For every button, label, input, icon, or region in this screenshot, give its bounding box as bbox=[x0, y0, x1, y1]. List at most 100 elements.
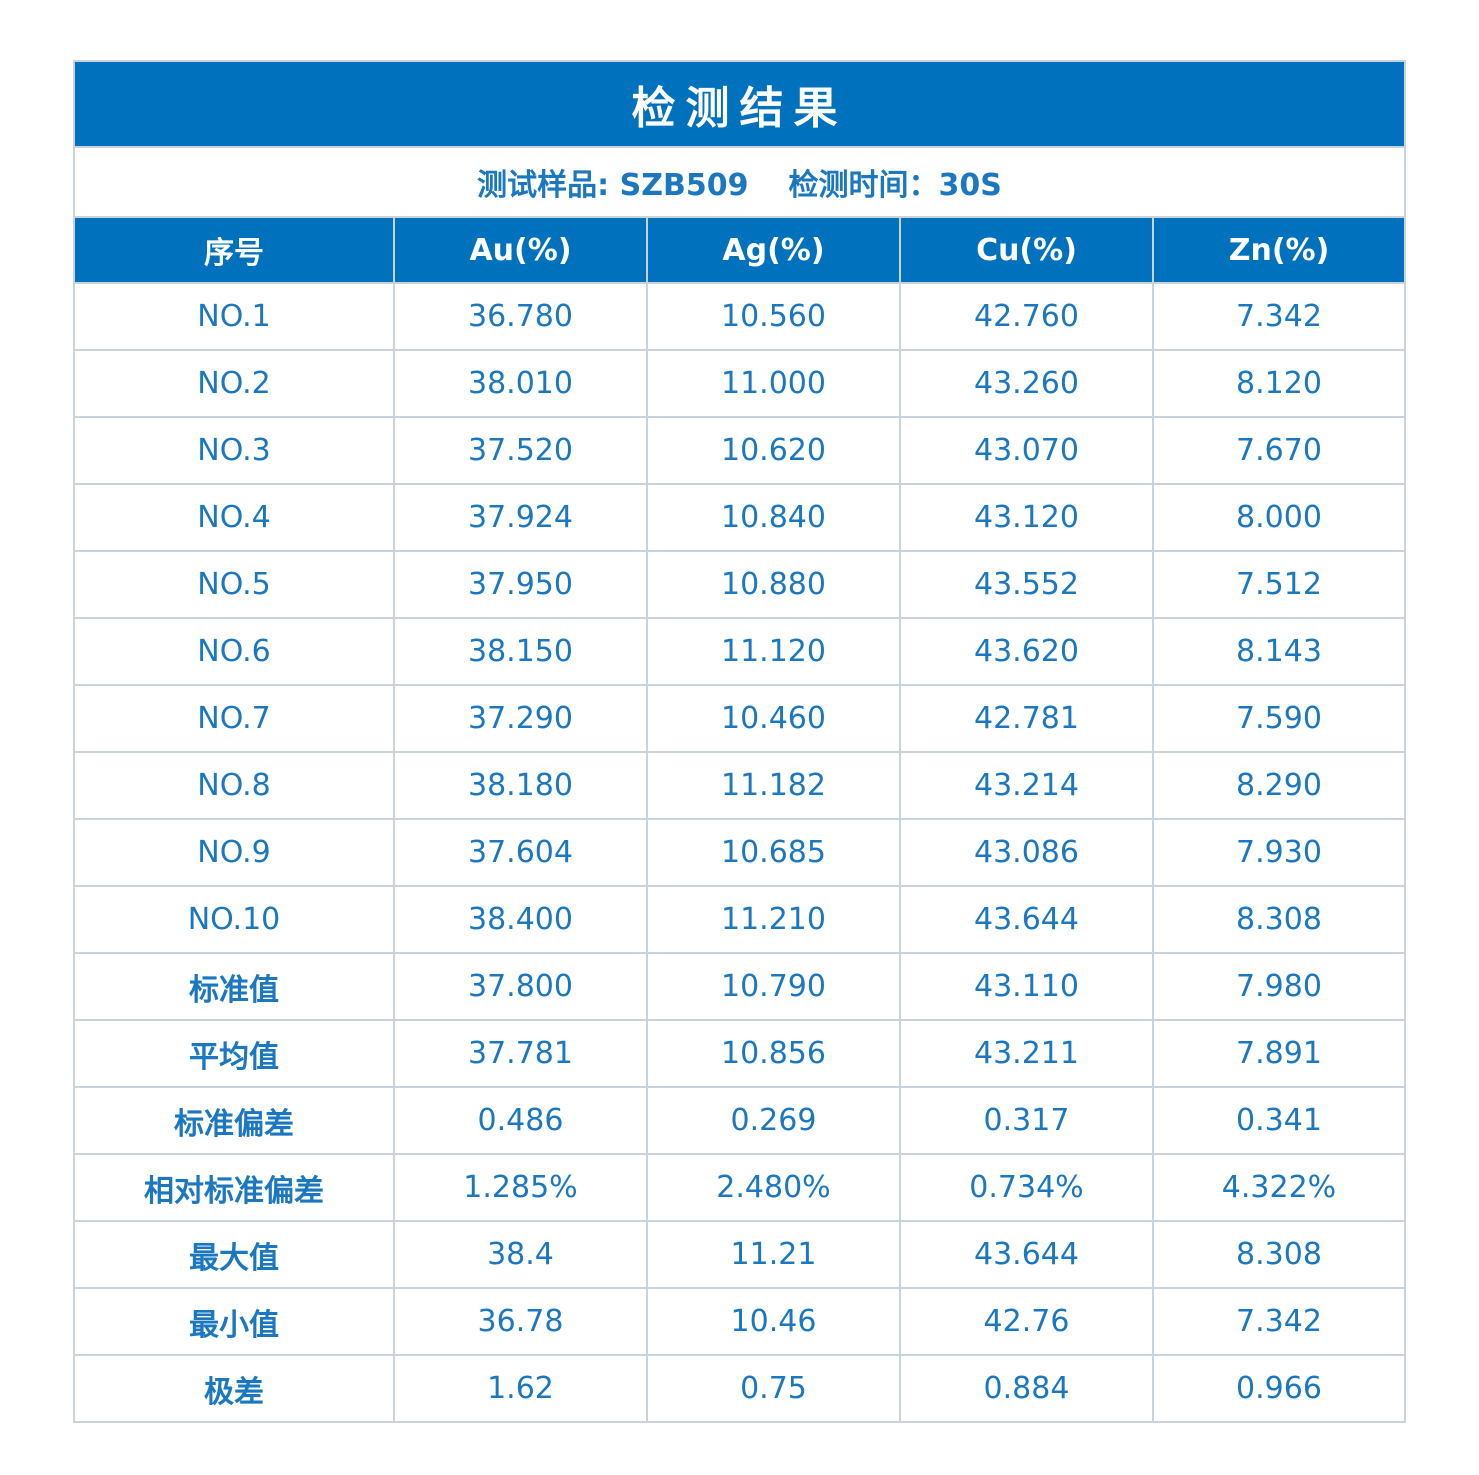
au-value: 37.800 bbox=[394, 953, 648, 1021]
zn-value: 8.290 bbox=[1153, 752, 1404, 820]
zn-value: 7.512 bbox=[1153, 551, 1404, 619]
au-value: 38.180 bbox=[394, 752, 648, 820]
zn-value: 7.342 bbox=[1153, 283, 1404, 351]
zn-value: 8.000 bbox=[1153, 484, 1404, 552]
sample-info: 测试样品: SZB509 检测时间：30S bbox=[75, 148, 1404, 218]
table-row: NO.3 37.520 10.620 43.070 7.670 bbox=[75, 417, 1404, 485]
report-title: 检测结果 bbox=[75, 62, 1404, 148]
cu-value: 43.110 bbox=[900, 953, 1154, 1021]
ag-value: 11.182 bbox=[647, 752, 901, 820]
table-body: NO.1 36.780 10.560 42.760 7.342 NO.2 38.010 11.… bbox=[75, 283, 1404, 1421]
row-label: NO.2 bbox=[75, 350, 395, 418]
table-row: 最小值 36.78 10.46 42.76 7.342 bbox=[75, 1288, 1404, 1356]
table-row: 标准偏差 0.486 0.269 0.317 0.341 bbox=[75, 1087, 1404, 1155]
row-label: NO.8 bbox=[75, 752, 395, 820]
row-label: NO.6 bbox=[75, 618, 395, 686]
row-label: NO.7 bbox=[75, 685, 395, 753]
table-row: NO.9 37.604 10.685 43.086 7.930 bbox=[75, 819, 1404, 887]
cu-value: 0.317 bbox=[900, 1087, 1154, 1155]
cu-value: 43.086 bbox=[900, 819, 1154, 887]
results-report: 检测结果 测试样品: SZB509 检测时间：30S 序号 Au(%) Ag(%… bbox=[73, 60, 1406, 1423]
row-label: 极差 bbox=[75, 1355, 395, 1421]
au-value: 0.486 bbox=[394, 1087, 648, 1155]
ag-value: 10.460 bbox=[647, 685, 901, 753]
cu-value: 42.760 bbox=[900, 283, 1154, 351]
row-label: 平均值 bbox=[75, 1020, 395, 1088]
au-value: 37.604 bbox=[394, 819, 648, 887]
au-value: 38.150 bbox=[394, 618, 648, 686]
au-value: 36.78 bbox=[394, 1288, 648, 1356]
table-header-row: 序号 Au(%) Ag(%) Cu(%) Zn(%) bbox=[75, 218, 1404, 284]
table-row: 平均值 37.781 10.856 43.211 7.891 bbox=[75, 1020, 1404, 1088]
column-header-cu: Cu(%) bbox=[900, 218, 1154, 284]
cu-value: 43.260 bbox=[900, 350, 1154, 418]
au-value: 38.400 bbox=[394, 886, 648, 954]
ag-value: 10.840 bbox=[647, 484, 901, 552]
ag-value: 10.880 bbox=[647, 551, 901, 619]
table-row: NO.8 38.180 11.182 43.214 8.290 bbox=[75, 752, 1404, 820]
cu-value: 43.644 bbox=[900, 1221, 1154, 1289]
row-label: NO.9 bbox=[75, 819, 395, 887]
au-value: 38.4 bbox=[394, 1221, 648, 1289]
ag-value: 11.000 bbox=[647, 350, 901, 418]
ag-value: 10.685 bbox=[647, 819, 901, 887]
cu-value: 43.620 bbox=[900, 618, 1154, 686]
ag-value: 11.21 bbox=[647, 1221, 901, 1289]
column-header-ag: Ag(%) bbox=[647, 218, 901, 284]
ag-value: 11.210 bbox=[647, 886, 901, 954]
zn-value: 8.143 bbox=[1153, 618, 1404, 686]
cu-value: 43.211 bbox=[900, 1020, 1154, 1088]
au-value: 1.285% bbox=[394, 1154, 648, 1222]
zn-value: 7.891 bbox=[1153, 1020, 1404, 1088]
column-header-index: 序号 bbox=[75, 218, 395, 284]
au-value: 37.781 bbox=[394, 1020, 648, 1088]
table-row: NO.1 36.780 10.560 42.760 7.342 bbox=[75, 283, 1404, 351]
column-header-zn: Zn(%) bbox=[1153, 218, 1404, 284]
cu-value: 43.552 bbox=[900, 551, 1154, 619]
zn-value: 4.322% bbox=[1153, 1154, 1404, 1222]
column-header-au: Au(%) bbox=[394, 218, 648, 284]
ag-value: 10.790 bbox=[647, 953, 901, 1021]
results-table: 序号 Au(%) Ag(%) Cu(%) Zn(%) NO.1 36.780 10.… bbox=[75, 218, 1404, 1421]
au-value: 37.290 bbox=[394, 685, 648, 753]
au-value: 37.520 bbox=[394, 417, 648, 485]
ag-value: 0.269 bbox=[647, 1087, 901, 1155]
row-label: NO.5 bbox=[75, 551, 395, 619]
cu-value: 43.070 bbox=[900, 417, 1154, 485]
zn-value: 7.930 bbox=[1153, 819, 1404, 887]
row-label: NO.3 bbox=[75, 417, 395, 485]
ag-value: 10.560 bbox=[647, 283, 901, 351]
cu-value: 43.120 bbox=[900, 484, 1154, 552]
ag-value: 2.480% bbox=[647, 1154, 901, 1222]
table-row: NO.10 38.400 11.210 43.644 8.308 bbox=[75, 886, 1404, 954]
cu-value: 42.76 bbox=[900, 1288, 1154, 1356]
table-row: 标准值 37.800 10.790 43.110 7.980 bbox=[75, 953, 1404, 1021]
zn-value: 0.341 bbox=[1153, 1087, 1404, 1155]
table-row: NO.5 37.950 10.880 43.552 7.512 bbox=[75, 551, 1404, 619]
row-label: NO.1 bbox=[75, 283, 395, 351]
table-row: NO.2 38.010 11.000 43.260 8.120 bbox=[75, 350, 1404, 418]
zn-value: 8.120 bbox=[1153, 350, 1404, 418]
zn-value: 7.342 bbox=[1153, 1288, 1404, 1356]
table-row: 最大值 38.4 11.21 43.644 8.308 bbox=[75, 1221, 1404, 1289]
cu-value: 42.781 bbox=[900, 685, 1154, 753]
au-value: 36.780 bbox=[394, 283, 648, 351]
row-label: 标准值 bbox=[75, 953, 395, 1021]
cu-value: 0.734% bbox=[900, 1154, 1154, 1222]
ag-value: 10.620 bbox=[647, 417, 901, 485]
table-row: NO.4 37.924 10.840 43.120 8.000 bbox=[75, 484, 1404, 552]
table-row: NO.6 38.150 11.120 43.620 8.143 bbox=[75, 618, 1404, 686]
table-row: 极差 1.62 0.75 0.884 0.966 bbox=[75, 1355, 1404, 1421]
table-row: NO.7 37.290 10.460 42.781 7.590 bbox=[75, 685, 1404, 753]
zn-value: 0.966 bbox=[1153, 1355, 1404, 1421]
row-label: 相对标准偏差 bbox=[75, 1154, 395, 1222]
cu-value: 43.214 bbox=[900, 752, 1154, 820]
ag-value: 11.120 bbox=[647, 618, 901, 686]
ag-value: 10.46 bbox=[647, 1288, 901, 1356]
au-value: 37.924 bbox=[394, 484, 648, 552]
ag-value: 0.75 bbox=[647, 1355, 901, 1421]
row-label: NO.4 bbox=[75, 484, 395, 552]
au-value: 1.62 bbox=[394, 1355, 648, 1421]
zn-value: 8.308 bbox=[1153, 1221, 1404, 1289]
cu-value: 43.644 bbox=[900, 886, 1154, 954]
